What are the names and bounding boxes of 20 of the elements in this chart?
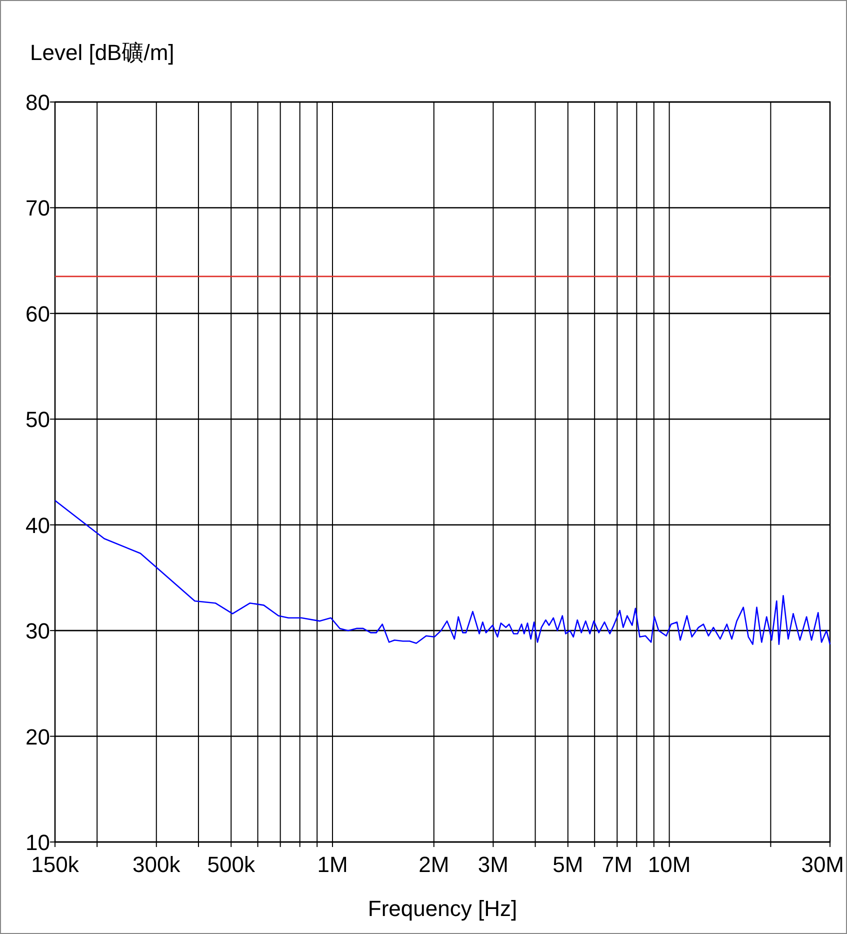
y-tick-label: 30 [26, 618, 50, 644]
x-tick-label: 1M [317, 852, 348, 877]
y-tick-label: 40 [26, 512, 50, 538]
x-tick-label: 300k [132, 852, 182, 877]
x-axis-title: Frequency [Hz] [368, 896, 518, 921]
y-tick-label: 80 [26, 90, 50, 115]
y-tick-label: 20 [26, 724, 50, 750]
x-tick-label: 3M [478, 852, 508, 877]
y-tick-label: 10 [26, 830, 50, 855]
x-tick-label: 5M [552, 852, 584, 877]
x-tick-label: 10M [648, 852, 691, 877]
x-tick-label: 30M [801, 852, 844, 877]
x-tick-label: 500k [207, 852, 256, 877]
y-tick-label: 50 [26, 407, 50, 432]
y-tick-label: 60 [26, 301, 50, 326]
y-axis-title: Level [dB礦/m] [30, 40, 174, 65]
y-tick-label: 70 [26, 196, 50, 221]
x-tick-label: 150k [31, 852, 80, 877]
x-tick-label: 7M [602, 852, 632, 877]
x-tick-label: 2M [418, 852, 450, 877]
